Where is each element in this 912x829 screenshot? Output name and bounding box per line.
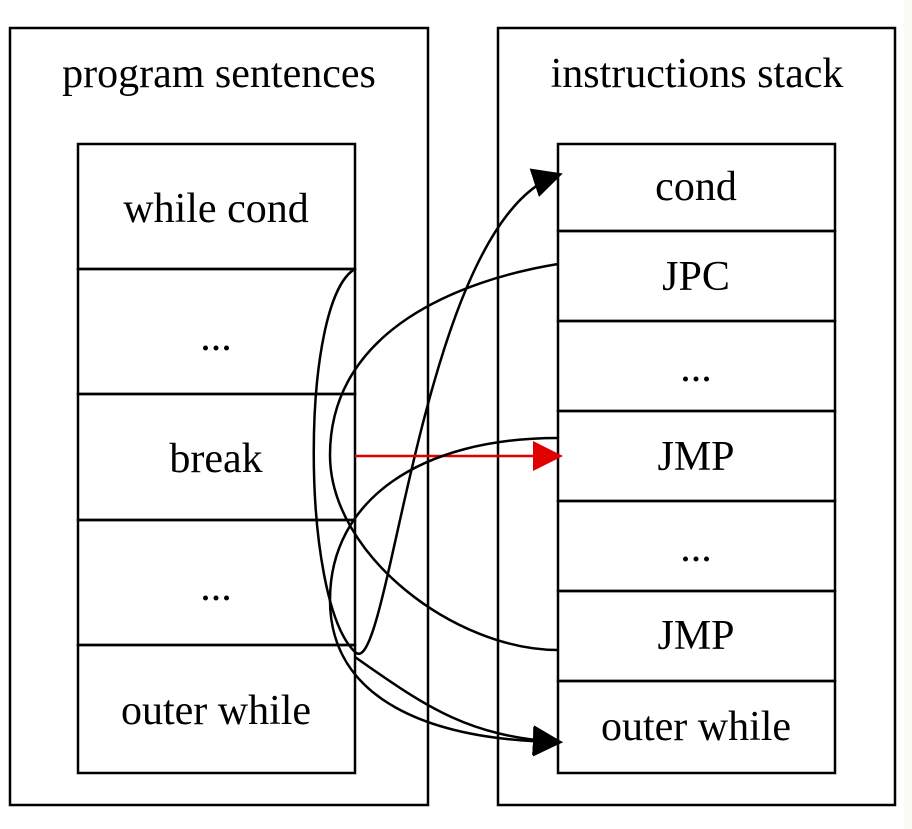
cell-outer-while bbox=[76, 643, 357, 775]
stack-ellipsis-2-label: ... bbox=[680, 525, 712, 571]
stack-jmp-2-label: JMP bbox=[657, 613, 734, 659]
instructions-stack-frame bbox=[496, 26, 897, 807]
cell-while-cond-label: while cond bbox=[123, 186, 308, 232]
cell-outer-while-label: outer while bbox=[121, 688, 311, 734]
right-margin-strip bbox=[904, 0, 912, 829]
instructions-stack-cluster: instructions stack cond JPC ... JMP ... … bbox=[496, 26, 897, 807]
instructions-stack-title: instructions stack bbox=[551, 51, 844, 97]
cell-ellipsis-1-label: ... bbox=[200, 314, 232, 360]
program-sentences-frame bbox=[8, 26, 430, 807]
stack-cond-label: cond bbox=[655, 164, 737, 210]
program-sentences-cluster: program sentences while cond ... break .… bbox=[8, 26, 430, 807]
edge-jmp-to-outer-while bbox=[328, 436, 563, 757]
stack-ellipsis-1-label: ... bbox=[680, 345, 712, 391]
cell-ellipsis-2-label: ... bbox=[200, 564, 232, 610]
cell-break-label: break bbox=[169, 436, 262, 482]
program-sentences-title: program sentences bbox=[62, 51, 376, 97]
edge-outer-while-to-outer-while bbox=[354, 655, 563, 756]
edge-jpc-loop bbox=[328, 262, 559, 652]
edge-while-cond-to-cond bbox=[312, 168, 563, 656]
diagram-edges bbox=[312, 168, 563, 757]
stack-jmp-1-label: JMP bbox=[657, 434, 734, 480]
stack-jpc-label: JPC bbox=[662, 254, 730, 300]
stack-outer-while-label: outer while bbox=[601, 704, 791, 750]
